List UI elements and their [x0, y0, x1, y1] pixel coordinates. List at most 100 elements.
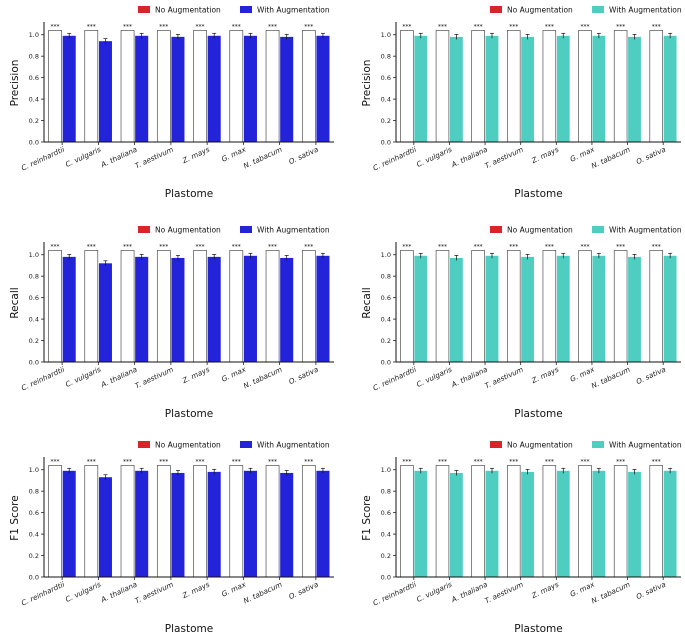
significance-label: *** — [438, 243, 447, 250]
significance-label: *** — [580, 458, 589, 465]
legend-swatch-no-augmentation — [138, 6, 150, 13]
significance-label: *** — [304, 458, 313, 465]
y-tick-label: 0.6 — [29, 74, 39, 82]
bar-reference-outline — [613, 250, 628, 363]
x-tick-label: C. reinhardtii — [20, 145, 66, 173]
bar-reference-outline — [120, 30, 135, 143]
x-tick-label: C. reinhardtii — [20, 365, 66, 393]
x-tick-label: Z. mays — [180, 580, 211, 601]
x-axis-label: Plastome — [165, 623, 213, 633]
chart-panel-middle-left: No Augmentation With Augmentation 0.0 0.2 0.… — [9, 226, 334, 420]
y-tick-label: 0.8 — [29, 52, 39, 60]
bar-with-augmentation — [135, 35, 149, 142]
bar-with-augmentation — [98, 263, 112, 362]
x-tick-label: A. thaliana — [449, 145, 489, 170]
bar-reference-outline — [193, 465, 207, 578]
bar-with-augmentation — [592, 470, 606, 577]
y-tick-label: 0.4 — [29, 315, 39, 323]
significance-label: *** — [123, 23, 132, 30]
significance-label: *** — [232, 243, 241, 250]
bar-with-augmentation — [207, 471, 221, 577]
bar-reference-outline — [578, 465, 592, 578]
significance-label: *** — [268, 458, 277, 465]
x-tick-label: T. aestivum — [133, 145, 174, 171]
significance-label: *** — [616, 23, 625, 30]
x-tick-label: A. thaliana — [99, 145, 139, 170]
chart-panel-middle-right: No Augmentation With Augmentation 0.0 0.2 0.… — [361, 226, 682, 421]
significance-label: *** — [51, 23, 60, 30]
y-tick-label: 0.2 — [29, 117, 39, 125]
significance-label: *** — [402, 23, 411, 30]
y-tick-label: 1.0 — [381, 31, 391, 39]
x-tick-label: Z. mays — [529, 365, 560, 386]
x-tick-label: C. vulgaris — [64, 145, 103, 169]
y-tick-label: 0.2 — [29, 337, 39, 345]
bar-reference-outline — [265, 30, 280, 143]
y-tick-label: 1.0 — [29, 251, 39, 259]
bar-reference-outline — [120, 465, 135, 578]
bar-reference-outline — [613, 30, 628, 143]
y-tick-label: 0.2 — [29, 552, 39, 560]
bar-reference-outline — [193, 250, 207, 363]
y-tick-label: 0.0 — [381, 358, 391, 366]
bar-reference-outline — [613, 465, 628, 578]
bar-reference-outline — [649, 250, 663, 363]
y-tick-label: 0.6 — [29, 294, 39, 302]
bar-reference-outline — [301, 465, 316, 578]
bar-reference-outline — [301, 250, 316, 363]
significance-label: *** — [304, 243, 313, 250]
y-tick-label: 1.0 — [381, 466, 391, 474]
x-tick-label: O. sativa — [635, 365, 667, 386]
bar-with-augmentation — [592, 35, 606, 142]
x-axis-label: Plastome — [514, 408, 562, 420]
bar-reference-outline — [84, 30, 99, 143]
significance-label: *** — [232, 458, 241, 465]
y-tick-label: 0.6 — [381, 294, 391, 302]
significance-label: *** — [159, 23, 168, 30]
legend-label-with-augmentation: With Augmentation — [609, 441, 682, 450]
significance-label: *** — [580, 23, 589, 30]
bar-reference-outline — [507, 250, 521, 363]
significance-label: *** — [159, 458, 168, 465]
x-tick-label: N. tabacum — [590, 365, 632, 391]
significance-label: *** — [545, 243, 554, 250]
bar-with-augmentation — [663, 470, 677, 577]
bar-with-augmentation — [62, 35, 76, 142]
x-tick-label: O. sativa — [287, 580, 319, 601]
legend-swatch-no-augmentation — [490, 226, 502, 233]
bar-reference-outline — [471, 250, 485, 363]
significance-label: *** — [474, 243, 483, 250]
x-tick-label: C. vulgaris — [64, 580, 103, 604]
significance-label: *** — [123, 243, 132, 250]
bar-with-augmentation — [521, 471, 535, 577]
legend-swatch-no-augmentation — [490, 6, 502, 13]
bar-reference-outline — [471, 30, 485, 143]
y-tick-label: 0.0 — [29, 573, 39, 581]
bar-reference-outline — [48, 465, 62, 578]
bar-reference-outline — [435, 250, 450, 363]
x-tick-label: N. tabacum — [590, 580, 632, 606]
x-axis-label: Plastome — [514, 188, 562, 200]
x-axis-label: Plastome — [165, 188, 213, 200]
y-tick-label: 0.0 — [381, 138, 391, 146]
bar-with-augmentation — [521, 256, 535, 362]
legend-swatch-with-augmentation — [592, 226, 604, 233]
y-tick-label: 0.2 — [381, 337, 391, 345]
bar-with-augmentation — [449, 257, 463, 362]
x-tick-label: N. tabacum — [242, 365, 284, 391]
bar-with-augmentation — [449, 472, 463, 577]
bar-reference-outline — [229, 465, 244, 578]
x-tick-label: T. aestivum — [133, 580, 174, 606]
chart-panel-top-left: No Augmentation With Augmentation 0.0 0.2 0.… — [9, 6, 334, 200]
x-tick-label: O. sativa — [635, 145, 667, 166]
bar-reference-outline — [48, 250, 62, 363]
significance-label: *** — [652, 243, 661, 250]
x-tick-label: C. vulgaris — [415, 580, 454, 604]
y-tick-label: 0.0 — [29, 358, 39, 366]
bar-reference-outline — [301, 30, 316, 143]
legend-label-with-augmentation: With Augmentation — [257, 226, 330, 235]
chart-panel-bottom-right: No Augmentation With Augmentation 0.0 0.2 0.… — [361, 441, 682, 633]
bar-with-augmentation — [98, 41, 112, 142]
bar-with-augmentation — [171, 36, 185, 142]
